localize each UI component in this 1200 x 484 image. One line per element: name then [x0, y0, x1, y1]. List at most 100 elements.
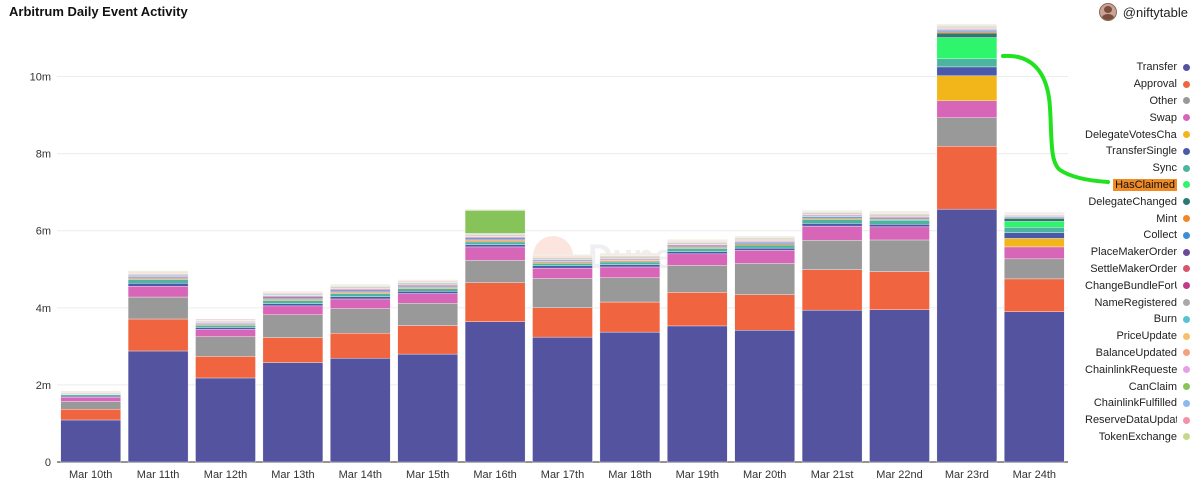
bar-segment[interactable] — [667, 248, 728, 252]
bar-segment[interactable] — [262, 291, 324, 293]
bar-segment[interactable] — [734, 294, 795, 331]
bar-segment[interactable] — [801, 240, 863, 270]
bar-segment[interactable] — [869, 309, 930, 463]
bar-segment[interactable] — [936, 23, 998, 25]
bar-segment[interactable] — [195, 336, 256, 357]
bar-segment[interactable] — [599, 301, 661, 333]
bar-segment[interactable] — [667, 251, 728, 255]
bar-segment[interactable] — [464, 246, 526, 261]
bar-segment[interactable] — [667, 292, 728, 327]
legend-item[interactable]: SettleMakerOrder — [1074, 261, 1190, 278]
bar-segment[interactable] — [127, 282, 189, 287]
bar-segment[interactable] — [60, 409, 121, 421]
legend-item[interactable]: BalanceUpdated — [1074, 345, 1190, 362]
bar-segment[interactable] — [532, 336, 593, 463]
legend-item[interactable]: TransferSingle — [1074, 143, 1190, 160]
bar-segment[interactable] — [127, 270, 189, 272]
legend-item[interactable]: ChangeBundleForUser — [1074, 277, 1190, 294]
bar-segment[interactable] — [60, 419, 121, 463]
author-badge[interactable]: @niftytable — [1098, 3, 1188, 21]
bar-segment[interactable] — [1004, 212, 1065, 214]
bar-segment[interactable] — [195, 327, 256, 330]
bar-segment[interactable] — [127, 350, 189, 463]
bar-segment[interactable] — [1004, 232, 1065, 239]
bar-segment[interactable] — [330, 333, 391, 359]
bar-segment[interactable] — [464, 208, 526, 210]
bar-segment[interactable] — [195, 356, 256, 379]
bar-segment[interactable] — [532, 262, 593, 266]
bar-segment[interactable] — [734, 263, 795, 295]
bar-segment[interactable] — [60, 401, 121, 410]
bar-segment[interactable] — [464, 244, 526, 248]
bar-segment[interactable] — [667, 265, 728, 293]
bar-segment[interactable] — [330, 296, 391, 300]
legend-item[interactable]: Other — [1074, 93, 1190, 110]
bar-segment[interactable] — [869, 211, 930, 213]
bar-segment[interactable] — [869, 223, 930, 228]
bar-segment[interactable] — [1004, 278, 1065, 312]
bar-segment[interactable] — [464, 260, 526, 283]
bar-segment[interactable] — [397, 325, 458, 355]
bar-segment[interactable] — [599, 277, 661, 303]
bar-segment[interactable] — [195, 324, 256, 328]
legend-item[interactable]: PlaceMakerOrder — [1074, 244, 1190, 261]
bar-segment[interactable] — [464, 241, 526, 245]
bar-segment[interactable] — [397, 279, 458, 281]
legend-item[interactable]: DelegateVotesChanged — [1074, 126, 1190, 143]
bar-segment[interactable] — [936, 146, 998, 210]
bar-segment[interactable] — [532, 267, 593, 279]
bar-segment[interactable] — [801, 223, 863, 227]
bar-segment[interactable] — [1004, 227, 1065, 233]
bar-segment[interactable] — [1004, 221, 1065, 228]
bar-segment[interactable] — [801, 309, 863, 463]
bar-segment[interactable] — [936, 37, 998, 59]
legend-item[interactable]: Sync — [1074, 160, 1190, 177]
bar-segment[interactable] — [801, 269, 863, 311]
bar-segment[interactable] — [936, 117, 998, 147]
bar-segment[interactable] — [397, 353, 458, 463]
bar-segment[interactable] — [599, 264, 661, 268]
bar-segment[interactable] — [936, 100, 998, 118]
bar-segment[interactable] — [127, 286, 189, 298]
legend-item[interactable]: Approval — [1074, 76, 1190, 93]
bar-segment[interactable] — [869, 239, 930, 272]
bar-segment[interactable] — [936, 75, 998, 102]
legend-item[interactable]: NameRegistered — [1074, 294, 1190, 311]
bar-segment[interactable] — [464, 282, 526, 322]
bar-segment[interactable] — [195, 377, 256, 463]
bar-segment[interactable] — [1004, 246, 1065, 260]
bar-segment[interactable] — [1004, 258, 1065, 280]
bar-segment[interactable] — [127, 296, 189, 320]
legend-item[interactable]: PriceUpdate — [1074, 328, 1190, 345]
bar-segment[interactable] — [936, 32, 998, 38]
legend-item[interactable]: ReserveDataUpdated — [1074, 412, 1190, 429]
bar-segment[interactable] — [869, 271, 930, 310]
bar-segment[interactable] — [801, 225, 863, 241]
legend-item[interactable]: Swap — [1074, 109, 1190, 126]
bar-segment[interactable] — [195, 329, 256, 337]
bar-segment[interactable] — [195, 318, 256, 320]
bar-segment[interactable] — [60, 391, 121, 393]
legend-item[interactable]: ChainlinkFulfilled — [1074, 395, 1190, 412]
bar-segment[interactable] — [60, 397, 121, 402]
bar-segment[interactable] — [599, 261, 661, 265]
bar-segment[interactable] — [734, 250, 795, 264]
legend-item[interactable]: Transfer — [1074, 59, 1190, 76]
bar-segment[interactable] — [801, 218, 863, 224]
bar-segment[interactable] — [667, 253, 728, 266]
bar-segment[interactable] — [397, 288, 458, 292]
bar-segment[interactable] — [667, 239, 728, 241]
bar-segment[interactable] — [464, 240, 526, 243]
legend-item[interactable]: DelegateChanged — [1074, 193, 1190, 210]
bar-segment[interactable] — [127, 318, 189, 352]
bar-segment[interactable] — [667, 325, 728, 463]
bar-segment[interactable] — [1004, 238, 1065, 248]
bar-segment[interactable] — [262, 314, 324, 338]
bar-segment[interactable] — [262, 300, 324, 304]
bar-segment[interactable] — [262, 303, 324, 307]
bar-segment[interactable] — [330, 284, 391, 286]
bar-segment[interactable] — [869, 220, 930, 225]
legend-item[interactable]: Collect — [1074, 227, 1190, 244]
bar-segment[interactable] — [734, 235, 795, 237]
bar-segment[interactable] — [464, 321, 526, 463]
